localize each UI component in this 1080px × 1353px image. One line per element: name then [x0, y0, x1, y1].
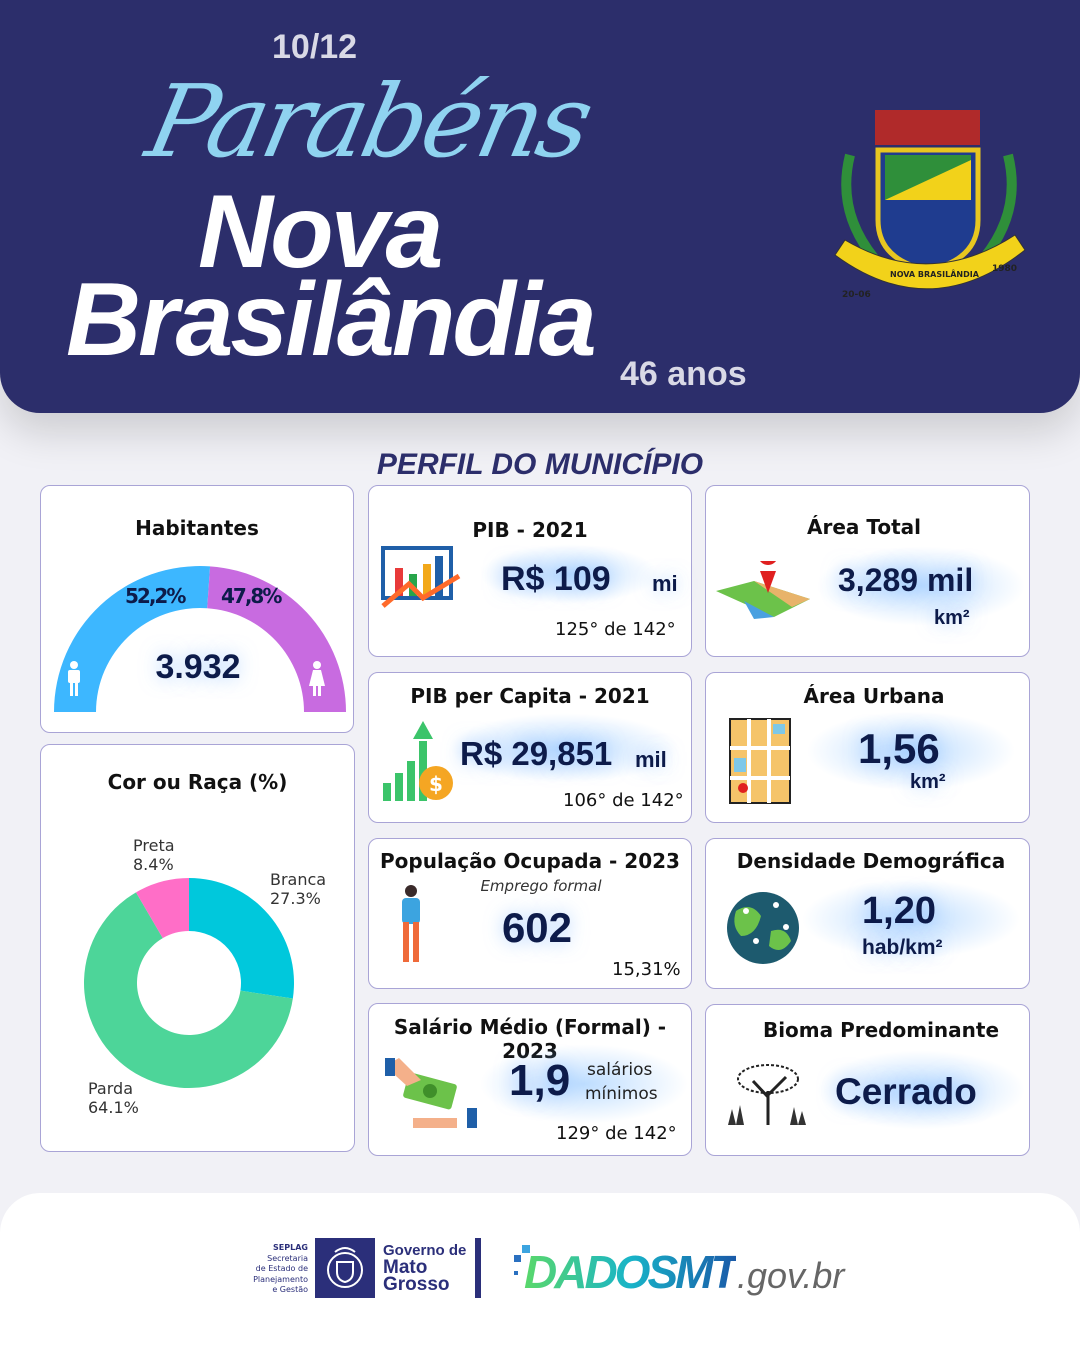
label-parda-value: 64.1%: [88, 1098, 139, 1117]
card-title: Densidade Demográfica: [736, 849, 1006, 873]
pib-per-capita-value: R$ 29,851: [460, 735, 613, 772]
card-title: PIB - 2021: [472, 518, 588, 542]
densidade-unit: hab/km²: [862, 936, 943, 959]
seplag-text: SEPLAG Secretaria de Estado de Planejamento…: [253, 1243, 308, 1294]
money-hands-icon: [385, 1058, 477, 1128]
city-name-line1: Nova: [198, 174, 443, 290]
pib-value: R$ 109: [501, 560, 611, 598]
card-title: Área Urbana: [803, 684, 945, 708]
gov-br-text: .gov.br: [737, 1255, 845, 1296]
donut-slice-branca: [189, 878, 294, 999]
governo-mt-text: Governo de Mato Grosso: [383, 1242, 467, 1295]
salario-unit-line1: salários: [587, 1060, 653, 1080]
card-salario: Salário Médio (Formal) - 2023 1,9 salári…: [368, 1003, 692, 1156]
card-pib-per-capita: PIB per Capita - 2021 $ R$ 29,851 mil 10…: [368, 672, 692, 823]
money-growth-icon: $: [383, 721, 453, 801]
card-raca: Cor ou Raça (%) Preta 8.4% Branca 27.3% Pa…: [40, 744, 355, 1152]
card-title: Cor ou Raça (%): [107, 770, 288, 794]
label-branca-name: Branca: [270, 870, 327, 889]
city-crest-icon: NOVA BRASILÂNDIA 20-06 1980: [834, 110, 1026, 300]
salario-value: 1,9: [509, 1056, 571, 1105]
pib-unit: mi: [652, 571, 678, 596]
populacao-ocupada-pct: 15,31%: [612, 959, 681, 980]
card-populacao-ocupada: População Ocupada - 2023 Emprego formal …: [368, 838, 692, 989]
header-banner: 10/12 Parabéns Nova Brasilândia 46 anos …: [0, 0, 1080, 413]
total-population: 3.932: [155, 648, 241, 686]
gender-gauge: [54, 566, 346, 712]
dados-dots-icon: [514, 1245, 530, 1275]
label-preta-name: Preta: [133, 836, 175, 855]
area-total-unit: km²: [934, 607, 970, 629]
populacao-ocupada-value: 602: [501, 904, 573, 951]
female-icon: [309, 661, 325, 696]
area-urbana-value: 1,56: [858, 725, 940, 772]
svg-text:$: $: [429, 772, 443, 796]
growth-chart-icon: [381, 546, 461, 608]
card-title: Área Total: [806, 515, 921, 539]
label-parda-name: Parda: [88, 1079, 133, 1098]
cerrado-tree-icon: [728, 1064, 806, 1125]
label-preta-value: 8.4%: [133, 855, 174, 874]
race-donut-chart: [84, 878, 294, 1088]
pib-per-capita-rank: 106° de 142°: [563, 790, 684, 811]
gauge-segment-male: [54, 566, 211, 712]
crest-text: NOVA BRASILÂNDIA: [890, 268, 980, 279]
card-habitantes: Habitantes 3.932 52,2% 47,8%: [40, 485, 354, 733]
mato-grosso-crest-logo: [315, 1238, 375, 1298]
card-title: Bioma Predominante: [762, 1018, 1000, 1042]
anniversary: 46 anos: [620, 355, 747, 393]
divider: [475, 1238, 481, 1298]
date: 10/12: [272, 28, 358, 66]
pib-rank: 125° de 142°: [555, 619, 676, 640]
card-title: Salário Médio (Formal) - 2023: [393, 1015, 667, 1063]
card-densidade: Densidade Demográfica 1,20 hab/km²: [705, 838, 1030, 989]
card-area-total: Área Total 3,289 mil km²: [705, 485, 1030, 657]
card-title: PIB per Capita - 2021: [410, 684, 650, 708]
male-icon: [68, 661, 80, 696]
card-pib: PIB - 2021 R$ 109 mi 125° de 142°: [368, 485, 692, 657]
salario-unit-line2: mínimos: [585, 1084, 658, 1104]
city-name-line2: Brasilândia: [66, 262, 597, 378]
dadosmt-logo: DADOSMT: [524, 1246, 739, 1298]
male-pct: 52,2%: [125, 584, 186, 608]
densidade-value: 1,20: [862, 890, 936, 932]
city-map-icon: [729, 718, 791, 804]
section-title: PERFIL DO MUNICÍPIO: [376, 448, 704, 481]
bioma-value: Cerrado: [835, 1071, 977, 1112]
worker-icon: [402, 885, 420, 962]
label-branca-value: 27.3%: [270, 889, 321, 908]
donut-slice-preta: [136, 878, 189, 939]
crest-date: 20-06: [842, 290, 871, 300]
globe-people-icon: [727, 892, 799, 964]
map-pin-icon: [716, 561, 810, 619]
card-subtitle: Emprego formal: [480, 877, 602, 895]
area-urbana-unit: km²: [910, 771, 946, 793]
area-total-value: 3,289 mil: [838, 562, 974, 598]
footer: SEPLAG Secretaria de Estado de Planejamento…: [0, 1193, 1080, 1353]
female-pct: 47,8%: [221, 584, 282, 608]
gauge-segment-female: [207, 566, 346, 712]
script-title: Parabéns: [137, 63, 600, 180]
crest-year: 1980: [992, 264, 1017, 274]
donut-slice-parda: [84, 892, 293, 1088]
card-area-urbana: Área Urbana 1,56 km²: [705, 672, 1030, 823]
card-title: População Ocupada - 2023: [380, 849, 680, 873]
card-bioma: Bioma Predominante Cerrado: [705, 1004, 1030, 1156]
pib-per-capita-unit: mil: [635, 747, 667, 772]
card-title: Habitantes: [135, 516, 259, 540]
salario-rank: 129° de 142°: [556, 1123, 677, 1144]
